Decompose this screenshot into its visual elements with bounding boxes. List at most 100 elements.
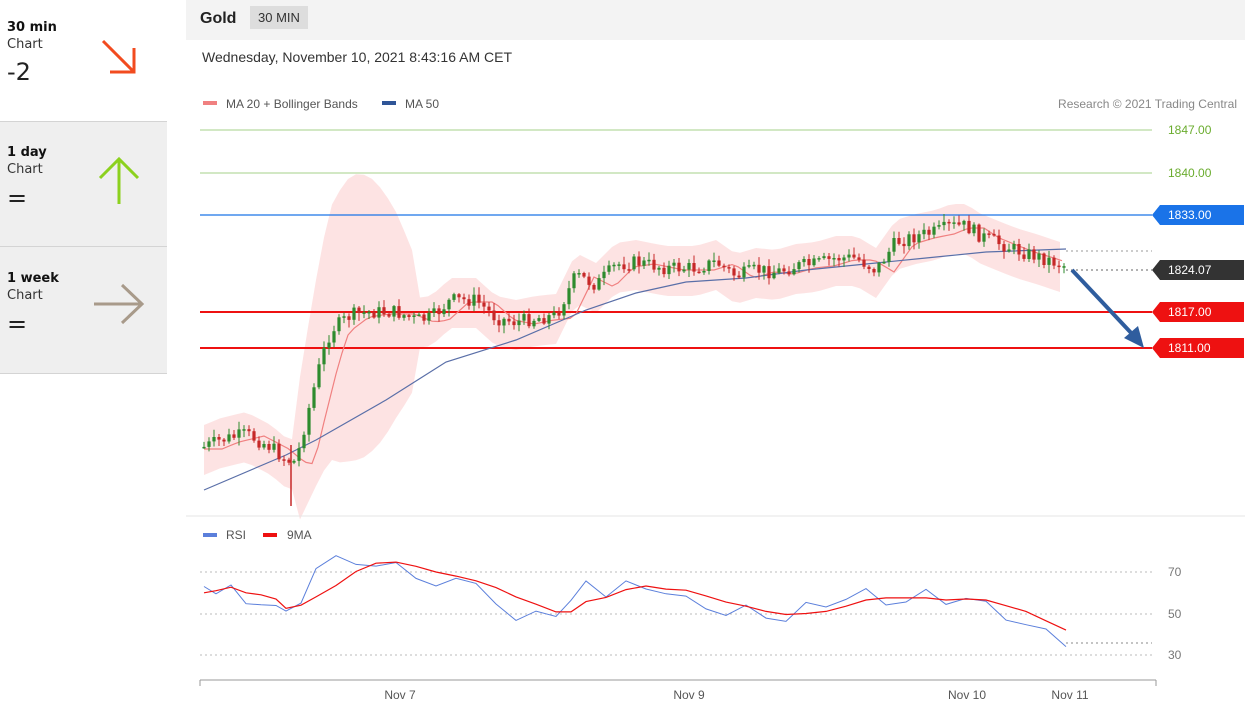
candle — [507, 313, 511, 326]
candle — [1022, 247, 1026, 262]
candle — [992, 229, 996, 237]
candle — [957, 215, 961, 227]
candle — [657, 265, 661, 276]
ma20-legend-swatch — [203, 101, 217, 105]
candle — [882, 258, 886, 264]
candle — [557, 307, 561, 320]
candle — [622, 256, 626, 273]
candle — [892, 231, 896, 256]
candle — [347, 313, 351, 328]
candle — [402, 313, 406, 321]
candle — [1027, 243, 1031, 262]
candle — [832, 253, 836, 267]
candle — [817, 256, 821, 262]
candle — [567, 280, 571, 310]
candle — [912, 228, 916, 250]
candle — [672, 259, 676, 273]
candle — [547, 312, 551, 330]
candle — [372, 309, 376, 319]
candle — [522, 310, 526, 325]
arrow-right-icon — [94, 283, 145, 325]
timeframe-1day[interactable]: 1 day Chart = — [0, 122, 167, 247]
candle — [207, 437, 211, 452]
candle — [387, 312, 391, 318]
candle — [517, 313, 521, 332]
candle — [202, 441, 206, 449]
candle — [952, 216, 956, 229]
rsi-ma-legend-label: 9MA — [287, 528, 312, 542]
x-label-nov11: Nov 11 — [1051, 688, 1088, 702]
candle — [947, 219, 951, 231]
rsi-tick-30: 30 — [1168, 648, 1182, 662]
level-tag-1833 — [1152, 205, 1244, 225]
timeframe-30min[interactable]: 30 min Chart -2 — [0, 0, 167, 122]
timeframe-1week[interactable]: 1 week Chart = — [0, 247, 167, 374]
level-label-1840: 1840.00 — [1168, 166, 1212, 180]
candle — [412, 312, 416, 324]
tf-label: 30 min — [7, 20, 57, 35]
candle — [367, 310, 371, 319]
candle — [597, 274, 601, 291]
candle — [587, 272, 591, 290]
candle — [422, 312, 426, 325]
candle — [627, 262, 631, 274]
candle — [407, 313, 411, 321]
timeframe-badge[interactable]: 30 MIN — [250, 6, 308, 29]
ma50-legend-swatch — [382, 101, 396, 105]
candle — [277, 439, 281, 462]
candle — [812, 255, 816, 267]
candle — [262, 440, 266, 450]
arrow-down-right-icon — [101, 39, 136, 74]
candle — [797, 260, 801, 273]
candle — [287, 457, 291, 466]
candle — [592, 283, 596, 294]
candle — [342, 312, 346, 324]
candle — [322, 341, 326, 372]
candle — [1007, 243, 1011, 253]
candle — [712, 252, 716, 268]
candle — [787, 266, 791, 277]
candle — [977, 223, 981, 243]
candle — [872, 267, 876, 277]
candle — [252, 428, 256, 443]
credit: Research © 2021 Trading Central — [1058, 97, 1237, 111]
chart-panel: Gold 30 MIN Wednesday, November 10, 2021… — [186, 0, 1245, 708]
candle — [682, 265, 686, 273]
candle — [962, 219, 966, 231]
candle — [937, 220, 941, 230]
last-price-tag — [1152, 260, 1244, 280]
candle — [802, 256, 806, 267]
candle — [552, 306, 556, 319]
sidebar: 30 min Chart -2 1 day Chart = 1 week Cha… — [0, 0, 167, 708]
rsi-line — [203, 555, 1067, 647]
price-chart[interactable]: MA 20 + Bollinger Bands MA 50 Research ©… — [186, 40, 1245, 708]
candle — [602, 265, 606, 286]
candle — [637, 251, 641, 274]
candle — [887, 247, 891, 267]
candle — [217, 434, 221, 446]
candle — [437, 305, 441, 322]
candle — [987, 230, 991, 239]
rsi-legend-label: RSI — [226, 528, 246, 542]
tf-label: 1 day — [7, 145, 47, 160]
candle — [612, 262, 616, 272]
candle — [572, 271, 576, 293]
candle — [267, 440, 271, 454]
projection-arrow — [1070, 268, 1144, 348]
candle — [732, 265, 736, 281]
level-tag-1817 — [1152, 302, 1244, 322]
candle — [232, 430, 236, 440]
candle — [932, 222, 936, 239]
candle — [542, 313, 546, 325]
asset-name: Gold — [200, 10, 237, 27]
candle — [772, 265, 776, 280]
candle — [327, 335, 331, 355]
candle — [707, 259, 711, 275]
candle — [902, 237, 906, 254]
candle — [1062, 263, 1066, 274]
rsi-ma-legend-swatch — [263, 533, 277, 537]
candle — [272, 436, 276, 453]
candle — [307, 403, 311, 442]
candle — [982, 228, 986, 247]
candle — [382, 300, 386, 317]
